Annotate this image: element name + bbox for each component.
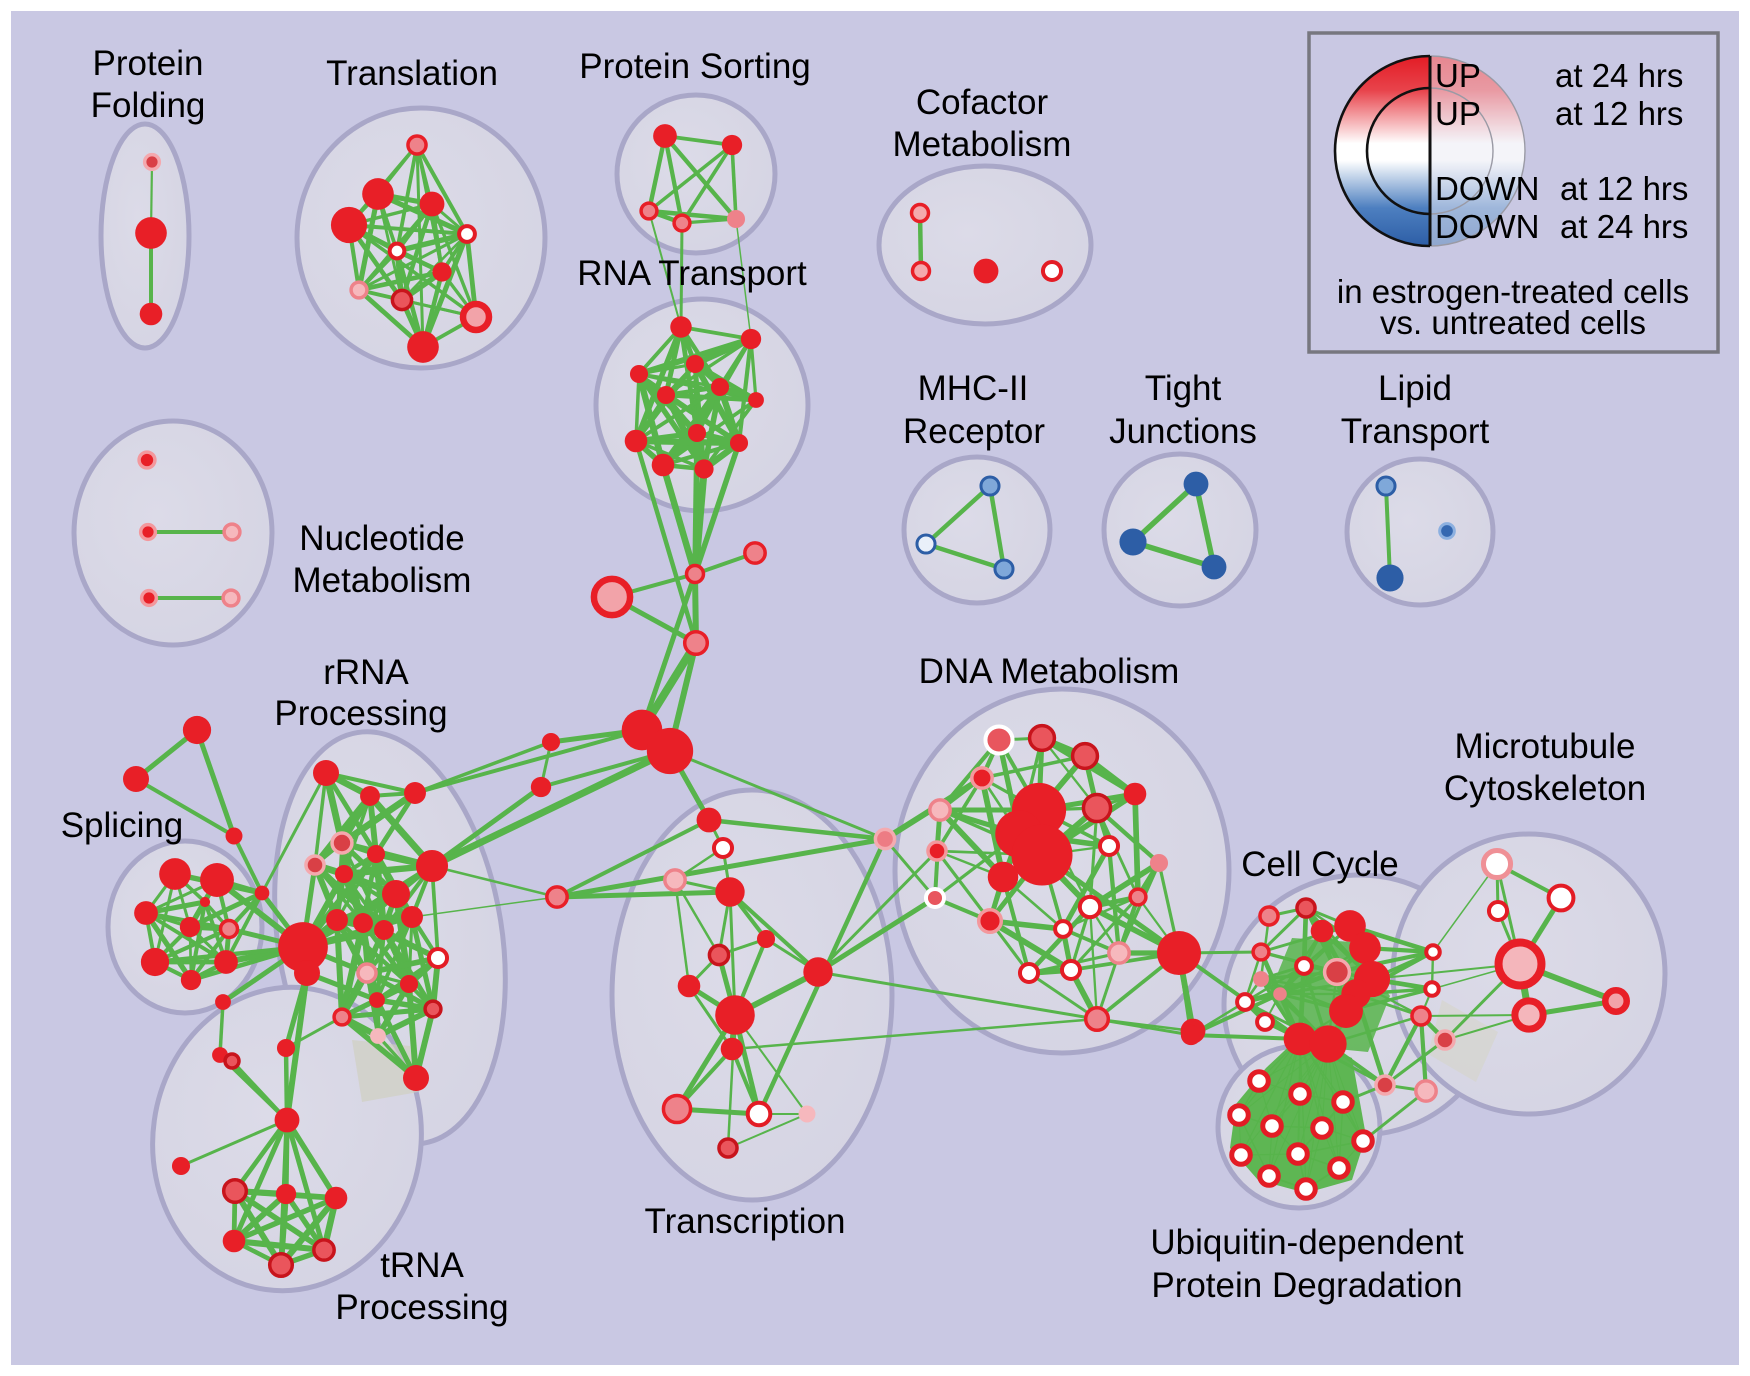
svg-text:at 12 hrs: at 12 hrs xyxy=(1560,170,1688,207)
svg-text:Microtubule: Microtubule xyxy=(1455,727,1636,766)
svg-text:Protein: Protein xyxy=(93,44,204,83)
svg-text:MHC-II: MHC-II xyxy=(918,369,1029,408)
svg-text:Processing: Processing xyxy=(335,1288,508,1327)
svg-text:DOWN: DOWN xyxy=(1435,208,1539,245)
svg-text:Splicing: Splicing xyxy=(61,806,184,845)
svg-text:UP: UP xyxy=(1435,95,1481,132)
svg-text:Ubiquitin-dependent: Ubiquitin-dependent xyxy=(1150,1223,1464,1262)
svg-text:Translation: Translation xyxy=(326,54,498,93)
svg-text:in estrogen-treated cells: in estrogen-treated cells xyxy=(1337,273,1689,310)
svg-text:Tight: Tight xyxy=(1145,369,1222,408)
svg-text:rRNA: rRNA xyxy=(323,653,409,692)
svg-text:Folding: Folding xyxy=(91,86,206,125)
svg-text:Metabolism: Metabolism xyxy=(893,125,1072,164)
svg-text:DNA Metabolism: DNA Metabolism xyxy=(919,652,1180,691)
svg-text:Protein Degradation: Protein Degradation xyxy=(1151,1266,1462,1305)
svg-text:at 12 hrs: at 12 hrs xyxy=(1555,95,1683,132)
svg-text:at 24 hrs: at 24 hrs xyxy=(1560,208,1688,245)
svg-text:DOWN: DOWN xyxy=(1435,170,1539,207)
svg-text:Lipid: Lipid xyxy=(1378,369,1452,408)
svg-text:Metabolism: Metabolism xyxy=(293,561,472,600)
svg-text:Junctions: Junctions xyxy=(1109,412,1257,451)
svg-text:at 24 hrs: at 24 hrs xyxy=(1555,57,1683,94)
svg-text:Cofactor: Cofactor xyxy=(916,83,1049,122)
svg-text:Protein Sorting: Protein Sorting xyxy=(579,47,811,86)
svg-text:Transcription: Transcription xyxy=(645,1202,846,1241)
svg-text:Cell Cycle: Cell Cycle xyxy=(1241,845,1399,884)
svg-text:Cytoskeleton: Cytoskeleton xyxy=(1444,769,1646,808)
svg-text:RNA Transport: RNA Transport xyxy=(577,254,807,293)
svg-text:Receptor: Receptor xyxy=(903,412,1045,451)
svg-text:tRNA: tRNA xyxy=(380,1246,464,1285)
svg-text:UP: UP xyxy=(1435,57,1481,94)
svg-text:Transport: Transport xyxy=(1341,412,1490,451)
svg-text:Nucleotide: Nucleotide xyxy=(299,519,464,558)
svg-text:Processing: Processing xyxy=(274,694,447,733)
svg-text:vs. untreated cells: vs. untreated cells xyxy=(1380,304,1646,341)
